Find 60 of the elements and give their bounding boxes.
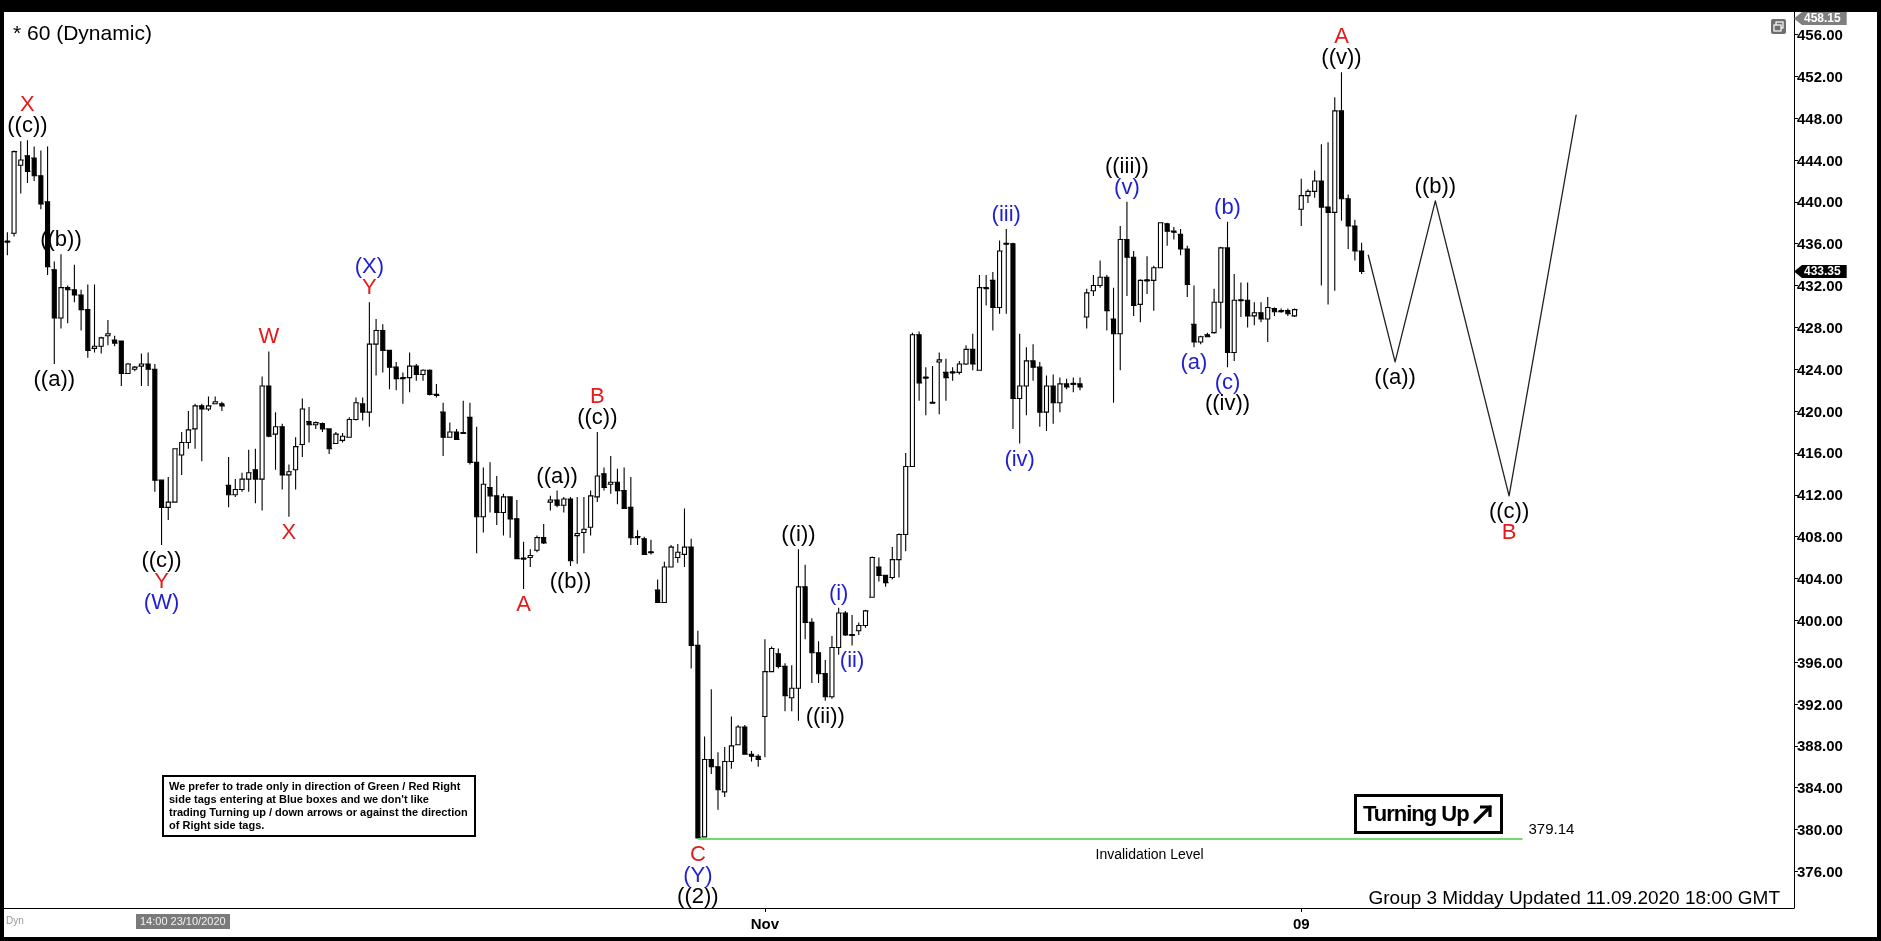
y-tick-label: 452.00 [1797, 67, 1843, 85]
y-tick-label: 428.00 [1797, 318, 1843, 336]
y-tick-label: 448.00 [1797, 109, 1843, 127]
annotation: (i) [828, 579, 849, 605]
x-tick-label: Nov [750, 915, 780, 932]
y-tick-label: 416.00 [1797, 444, 1843, 462]
text: 14:00 23/10/2020 [136, 914, 230, 929]
candlestick [105, 319, 112, 346]
y-tick-label: 396.00 [1797, 653, 1843, 671]
annotation: W [258, 323, 280, 349]
y-tick-label: 380.00 [1797, 821, 1843, 839]
annotation: ((i)) [781, 521, 816, 547]
y-tick-label: 432.00 [1797, 277, 1843, 295]
candlestick [935, 351, 943, 415]
annotation: ((a)) [1374, 363, 1416, 389]
y-tick-label: 444.00 [1797, 151, 1843, 169]
y-tick-label: 388.00 [1797, 737, 1843, 755]
candlestick [4, 231, 11, 256]
y-tick-label: 408.00 [1797, 528, 1843, 546]
annotation: We prefer to trade only in direction of Green / Red Right side tags entering at Blue boxes and we don't like trading Turning up / down arrows or against the direction of Right side tags. [162, 775, 476, 837]
ref-line-label: Invalidation Level [1095, 845, 1204, 862]
y-tick-label: 392.00 [1797, 695, 1843, 713]
chart-title: * 60 (Dynamic) [13, 21, 152, 44]
y-tick-label: 440.00 [1797, 193, 1843, 211]
y-tick-label: 436.00 [1797, 235, 1843, 253]
y-tick-label: 424.00 [1797, 360, 1843, 378]
annotation: ((ii)) [805, 702, 845, 728]
candlestick [928, 365, 937, 405]
annotation: (a) [1180, 349, 1208, 375]
text: Dyn [6, 915, 24, 927]
annotation: (iii) [991, 201, 1021, 227]
annotation: (iv) [1004, 445, 1035, 471]
candlestick [1083, 288, 1091, 329]
annotation: C [689, 840, 706, 866]
annotation: ((a)) [33, 366, 76, 392]
annotation: ((b)) [1414, 172, 1457, 198]
annotation: ((a)) [536, 462, 578, 488]
line-series [1367, 114, 1577, 497]
annotation: Turning Up [1363, 801, 1469, 826]
y-tick-label: 404.00 [1797, 569, 1843, 587]
y-tick-label: 412.00 [1797, 486, 1843, 504]
text: 433.35 [1794, 263, 1847, 278]
y-tick-label: 456.00 [1797, 25, 1843, 43]
y-tick-label: 400.00 [1797, 611, 1843, 629]
y-tick-label: 420.00 [1797, 402, 1843, 420]
annotation: 379.14 [1528, 819, 1575, 837]
candlestick [293, 436, 300, 491]
annotation: ((c)) [1488, 497, 1530, 523]
text: 458.15 [1794, 11, 1847, 25]
annotation: (b) [1214, 193, 1241, 219]
annotation: A [516, 590, 531, 616]
y-tick-label: 384.00 [1797, 779, 1843, 797]
annotation: (X) [354, 253, 385, 279]
candlestick [581, 496, 588, 554]
annotation: (ii) [839, 647, 865, 673]
annotation: Group 3 Midday Updated 11.09.2020 18:00 GMT [1368, 887, 1780, 909]
annotation: X [281, 518, 297, 544]
x-tick-label: 09 [1292, 915, 1310, 932]
annotation: ((b)) [549, 567, 592, 593]
y-tick-label: 376.00 [1797, 862, 1843, 880]
